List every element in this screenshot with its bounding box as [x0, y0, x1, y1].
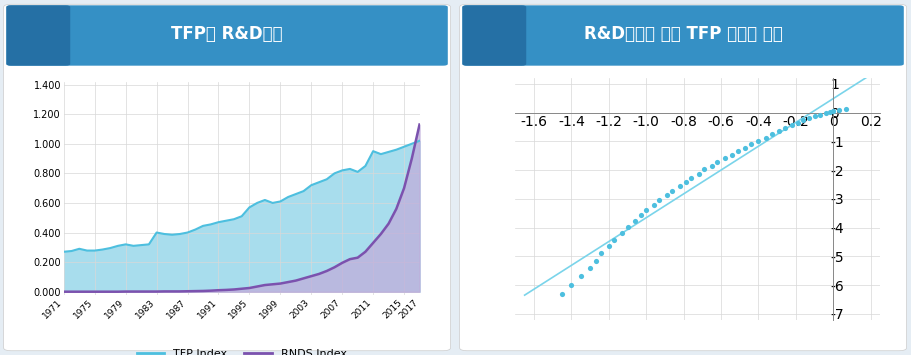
Point — [639, 207, 653, 213]
Point — [703, 163, 718, 169]
Point — [573, 274, 588, 279]
Point — [717, 155, 732, 161]
Point — [614, 230, 629, 236]
Point — [776, 126, 791, 131]
Point — [627, 218, 641, 224]
Point — [812, 112, 826, 118]
Point — [619, 224, 634, 230]
Point — [710, 159, 724, 165]
Point — [554, 291, 568, 296]
Point — [582, 266, 597, 271]
Point — [784, 122, 799, 128]
Point — [822, 109, 836, 115]
Point — [672, 183, 687, 189]
Point — [564, 282, 578, 288]
Point — [838, 106, 853, 111]
Point — [742, 141, 757, 147]
Point — [724, 152, 739, 157]
Point — [795, 117, 810, 123]
Point — [696, 166, 711, 172]
Point — [651, 197, 666, 203]
Point — [737, 145, 752, 151]
Point — [751, 138, 765, 144]
Point — [771, 129, 785, 134]
Point — [593, 251, 608, 256]
Point — [763, 132, 778, 137]
Point — [664, 188, 679, 193]
Point — [691, 171, 705, 176]
Point — [801, 115, 815, 121]
Text: TFP와 R&D스톡: TFP와 R&D스톡 — [171, 25, 282, 43]
Point — [806, 113, 821, 119]
Point — [588, 258, 602, 263]
Point — [646, 202, 660, 208]
Point — [831, 107, 845, 113]
Point — [678, 179, 692, 184]
Text: R&D스톡에 따른 TFP 탄력성 분석: R&D스톡에 따른 TFP 탄력성 분석 — [583, 25, 782, 43]
Point — [818, 110, 833, 116]
Point — [790, 120, 804, 125]
Point — [683, 175, 698, 180]
Point — [607, 237, 621, 242]
Point — [758, 135, 773, 141]
Point — [601, 244, 616, 249]
Legend: TFP Index, RNDS Index: TFP Index, RNDS Index — [132, 345, 351, 355]
Point — [659, 192, 673, 198]
Point — [632, 213, 647, 218]
Point — [730, 148, 744, 154]
Point — [825, 108, 840, 114]
